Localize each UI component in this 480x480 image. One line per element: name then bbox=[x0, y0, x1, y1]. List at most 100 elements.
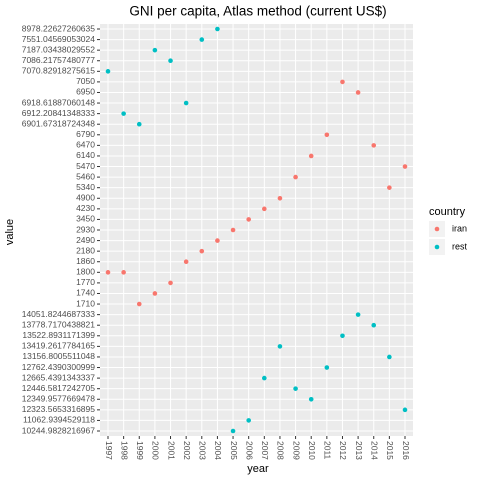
point bbox=[215, 26, 220, 32]
point bbox=[277, 195, 283, 201]
y-tick-label: 13778.7170438821 bbox=[22, 319, 96, 329]
x-tick-label: 2009 bbox=[291, 441, 301, 460]
point bbox=[230, 428, 236, 434]
point bbox=[136, 121, 142, 127]
y-tick-label: 7086.21757480777 bbox=[22, 55, 96, 65]
y-tick-label: 1740 bbox=[76, 288, 95, 298]
y-tick-label: 7187.03438029552 bbox=[22, 44, 96, 54]
y-tick-label: 4900 bbox=[76, 193, 95, 203]
x-tick-label: 2011 bbox=[323, 441, 333, 460]
x-tick-label: 1998 bbox=[119, 441, 129, 460]
y-tick-label: 1710 bbox=[76, 298, 95, 308]
point bbox=[308, 396, 314, 402]
y-tick-label: 12349.9577669478 bbox=[22, 394, 96, 404]
x-tick-label: 2008 bbox=[276, 441, 286, 460]
y-tick-label: 6912.20841348333 bbox=[22, 108, 96, 118]
y-tick-label: 6901.67318724348 bbox=[22, 118, 96, 128]
y-tick-label: 8978.22627260635 bbox=[22, 23, 96, 33]
x-tick-label: 2005 bbox=[229, 441, 239, 460]
y-tick-label: 4230 bbox=[76, 203, 95, 213]
point bbox=[199, 248, 205, 254]
point bbox=[324, 365, 330, 370]
y-tick-label: 6790 bbox=[76, 129, 95, 139]
legend-label: iran bbox=[452, 223, 467, 233]
y-tick-label: 6140 bbox=[76, 150, 95, 160]
y-tick-label: 12323.5653316895 bbox=[22, 404, 96, 414]
y-tick-label: 2490 bbox=[76, 235, 95, 245]
point bbox=[387, 354, 392, 360]
y-tick-label: 13522.8931171399 bbox=[22, 330, 95, 340]
point bbox=[324, 132, 330, 138]
y-tick-label: 11062.9394529118 bbox=[23, 415, 95, 425]
point bbox=[355, 90, 361, 95]
point bbox=[355, 312, 361, 317]
x-tick-label: 2015 bbox=[385, 441, 395, 460]
x-tick-label: 2014 bbox=[369, 441, 379, 460]
x-tick-label: 2001 bbox=[166, 441, 176, 460]
point bbox=[246, 217, 251, 222]
x-tick-label: 2002 bbox=[182, 441, 192, 460]
point bbox=[246, 418, 251, 423]
point bbox=[152, 291, 158, 296]
x-tick-label: 1997 bbox=[104, 441, 114, 460]
point bbox=[136, 301, 142, 307]
point bbox=[262, 206, 267, 212]
point bbox=[402, 407, 408, 413]
x-tick-label: 2007 bbox=[260, 441, 270, 460]
y-tick-label: 13419.2617784165 bbox=[22, 341, 96, 351]
point bbox=[293, 386, 298, 391]
legend-title: country bbox=[429, 206, 466, 218]
y-tick-label: 6470 bbox=[76, 140, 95, 150]
legend-label: rest bbox=[452, 241, 468, 251]
y-tick-label: 3450 bbox=[76, 214, 95, 224]
y-tick-label: 12446.5817242705 bbox=[22, 383, 96, 393]
point bbox=[387, 185, 392, 190]
point bbox=[168, 58, 173, 64]
x-tick-label: 2003 bbox=[198, 441, 208, 460]
point bbox=[105, 270, 111, 275]
point bbox=[308, 153, 314, 159]
y-tick-label: 5340 bbox=[76, 182, 95, 192]
point bbox=[262, 375, 267, 381]
y-tick-label: 6918.61887060148 bbox=[22, 97, 96, 107]
legend-marker bbox=[434, 244, 440, 250]
y-tick-label: 7070.82918275615 bbox=[22, 66, 96, 76]
point bbox=[199, 37, 205, 42]
x-tick-label: 2010 bbox=[307, 441, 317, 460]
y-tick-label: 1800 bbox=[76, 267, 95, 277]
x-tick-label: 2016 bbox=[401, 441, 411, 460]
y-tick-label: 12762.4390300999 bbox=[22, 362, 96, 372]
y-tick-label: 13156.8005511048 bbox=[22, 351, 95, 361]
y-tick-label: 2180 bbox=[76, 245, 95, 255]
point bbox=[121, 270, 126, 275]
x-tick-label: 2004 bbox=[213, 441, 223, 460]
point bbox=[121, 111, 126, 116]
point bbox=[152, 47, 158, 53]
point bbox=[340, 79, 345, 85]
point bbox=[277, 344, 283, 349]
y-tick-label: 7551.04569053024 bbox=[22, 34, 96, 44]
x-tick-label: 2012 bbox=[338, 441, 348, 460]
y-tick-label: 10244.9828216967 bbox=[22, 425, 96, 435]
x-tick-label: 1999 bbox=[135, 441, 145, 460]
point bbox=[105, 69, 111, 74]
y-tick-label: 14051.8244687333 bbox=[22, 309, 96, 319]
y-tick-label: 6950 bbox=[76, 87, 95, 97]
legend-marker bbox=[434, 226, 440, 232]
y-tick-label: 12665.4391343337 bbox=[22, 372, 96, 382]
point bbox=[402, 164, 408, 169]
y-tick-label: 7050 bbox=[76, 76, 95, 86]
y-tick-label: 1770 bbox=[76, 277, 95, 287]
x-tick-label: 2013 bbox=[354, 441, 364, 460]
point bbox=[230, 227, 236, 233]
point bbox=[183, 100, 189, 106]
y-tick-label: 2930 bbox=[76, 224, 95, 234]
point bbox=[340, 333, 345, 339]
point bbox=[293, 174, 298, 180]
x-axis-title: year bbox=[247, 463, 269, 475]
y-axis-title: value bbox=[4, 219, 16, 245]
x-tick-label: 2006 bbox=[244, 441, 254, 460]
point bbox=[183, 259, 189, 265]
x-tick-label: 2000 bbox=[151, 441, 161, 460]
